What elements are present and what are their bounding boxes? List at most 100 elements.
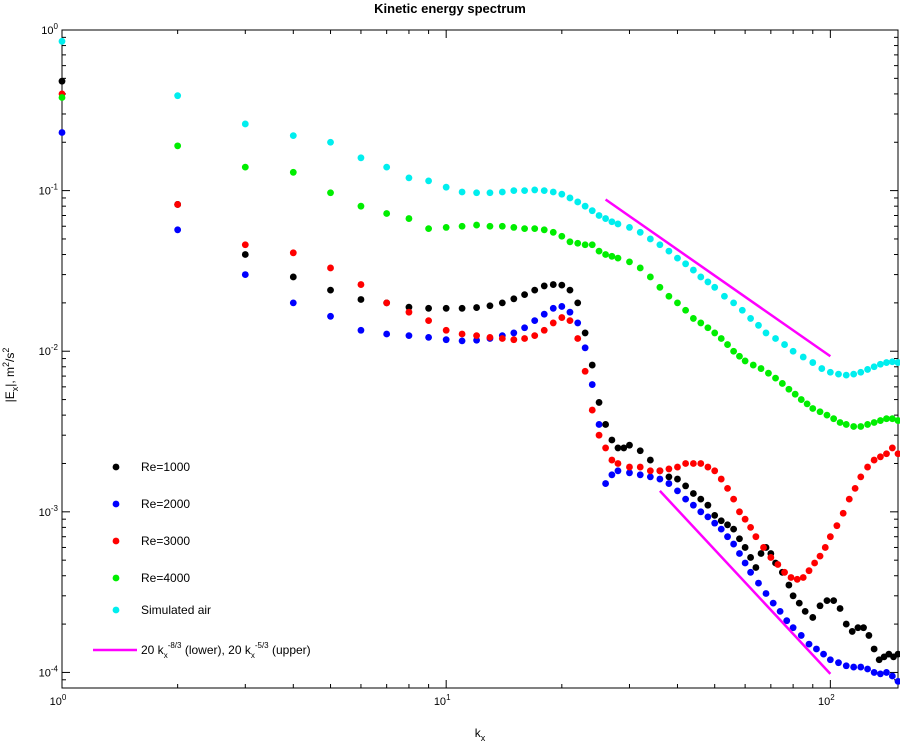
data-point <box>755 321 762 329</box>
data-point <box>405 303 413 311</box>
data-point <box>241 251 249 258</box>
data-point <box>870 363 878 371</box>
data-point <box>682 306 690 314</box>
data-point <box>549 304 557 312</box>
data-point <box>540 187 548 195</box>
data-point <box>717 335 725 342</box>
data-point <box>531 225 539 233</box>
data-point <box>595 247 603 255</box>
reference-line <box>658 490 832 675</box>
data-point <box>747 315 754 322</box>
data-point <box>636 264 644 272</box>
data-point <box>486 222 494 230</box>
data-point <box>850 663 858 671</box>
data-point <box>174 226 182 234</box>
data-point <box>894 650 900 658</box>
data-point <box>58 77 66 85</box>
data-point <box>888 444 896 452</box>
data-point <box>636 471 644 479</box>
data-point <box>656 475 664 483</box>
data-point <box>574 319 582 327</box>
data-point <box>799 353 807 361</box>
data-point <box>741 357 749 365</box>
series-re-3000 <box>58 90 900 583</box>
data-point <box>811 559 819 567</box>
data-point <box>327 264 334 272</box>
data-point <box>473 189 480 197</box>
data-point <box>704 513 712 521</box>
data-point <box>458 222 466 230</box>
data-point <box>636 447 644 455</box>
data-point <box>486 189 494 197</box>
data-point <box>626 469 633 477</box>
data-point <box>531 186 539 194</box>
data-point <box>689 501 697 509</box>
data-point <box>738 306 746 314</box>
data-point <box>646 456 654 464</box>
data-point <box>174 142 182 150</box>
data-point <box>656 467 664 475</box>
data-point <box>697 495 705 503</box>
data-point <box>787 574 795 581</box>
data-point <box>581 202 589 210</box>
data-point <box>697 508 705 516</box>
legend-label: Re=3000 <box>141 534 190 548</box>
data-point <box>626 224 633 231</box>
data-point <box>704 463 712 471</box>
data-point <box>405 215 413 222</box>
data-point <box>498 222 506 230</box>
data-point <box>842 620 850 628</box>
data-point <box>442 183 450 191</box>
y-tick-label: 10-2 <box>39 343 59 358</box>
data-point <box>741 544 749 551</box>
data-point <box>883 669 890 676</box>
data-point <box>458 304 466 312</box>
data-point <box>689 266 697 274</box>
data-point <box>549 228 557 236</box>
data-point <box>665 247 673 255</box>
data-point <box>854 624 862 632</box>
data-point <box>473 221 480 229</box>
data-point <box>809 405 817 412</box>
data-point <box>842 662 850 670</box>
data-point <box>521 324 528 332</box>
data-point <box>823 597 831 605</box>
legend-marker <box>112 606 120 614</box>
data-point <box>558 190 566 198</box>
data-point <box>566 286 574 294</box>
data-point <box>736 550 743 557</box>
data-point <box>689 490 697 497</box>
data-point <box>425 304 432 312</box>
x-tick-label: 100 <box>50 693 67 708</box>
data-point <box>425 333 432 341</box>
data-point <box>486 333 494 341</box>
data-point <box>665 292 673 300</box>
data-point <box>656 241 664 249</box>
data-point <box>473 332 480 340</box>
data-point <box>850 423 858 430</box>
data-point <box>730 299 738 307</box>
data-point <box>458 188 466 196</box>
data-point <box>531 332 539 340</box>
data-point <box>711 329 719 337</box>
data-point <box>620 444 628 452</box>
data-point <box>486 302 494 310</box>
data-point <box>588 241 596 249</box>
data-point <box>626 441 633 449</box>
data-point <box>785 581 793 589</box>
data-point <box>558 232 566 240</box>
data-point <box>864 665 871 673</box>
data-point <box>781 568 788 576</box>
data-point <box>730 347 738 355</box>
data-point <box>783 617 791 625</box>
data-point <box>801 607 809 615</box>
data-point <box>816 602 824 610</box>
data-point <box>741 515 749 523</box>
data-point <box>850 370 858 378</box>
data-point <box>741 559 749 567</box>
data-point <box>711 467 719 475</box>
data-point <box>425 177 432 185</box>
data-point <box>521 291 528 299</box>
data-point <box>608 456 616 464</box>
data-point <box>704 324 712 332</box>
